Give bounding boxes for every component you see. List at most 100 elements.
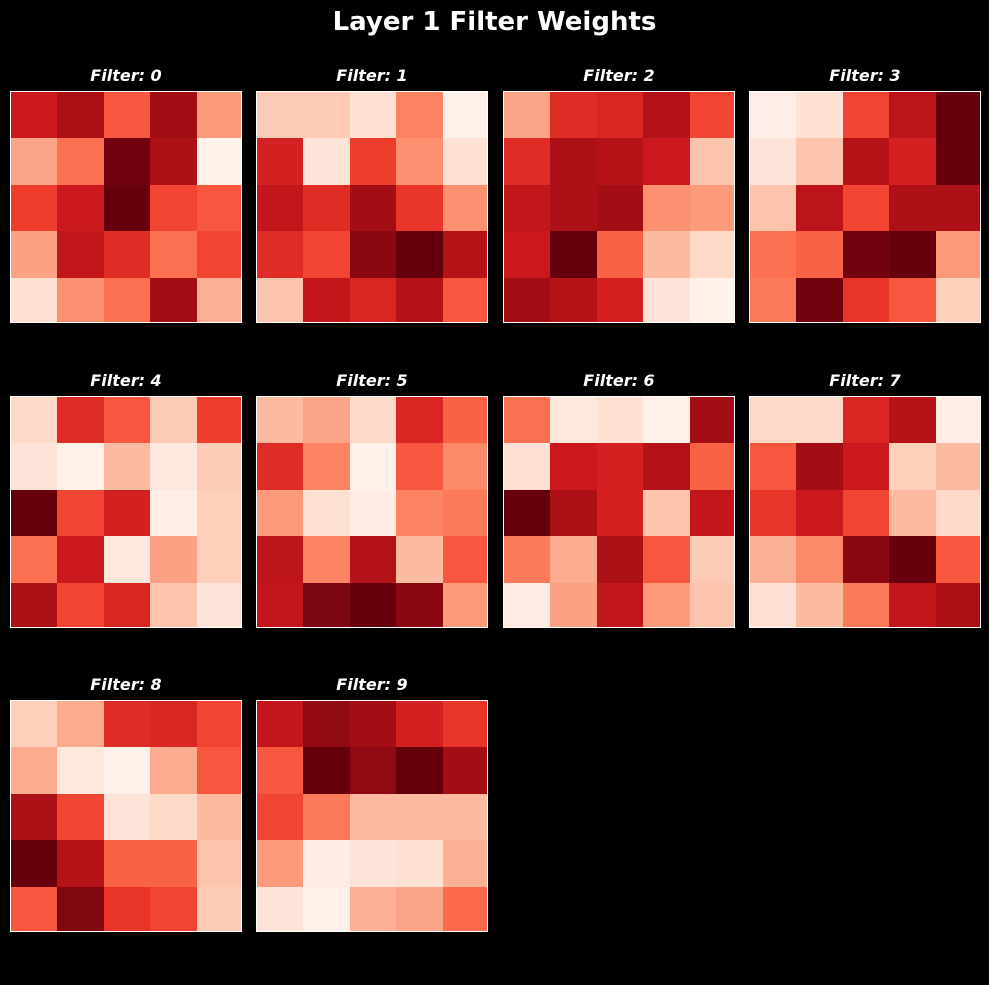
heatmap-cell [257,793,304,841]
heatmap-cell [257,701,304,748]
heatmap-panel [749,91,981,323]
heatmap-cell [396,184,444,232]
heatmap-cell [257,840,304,888]
heatmap-cell [196,184,241,232]
heatmap-cell [349,886,397,931]
heatmap-cell [103,489,151,537]
heatmap-cell [57,277,105,322]
heatmap-cell [643,443,691,491]
heatmap-cell [643,277,691,322]
heatmap-cell [842,443,890,491]
heatmap-cell [11,701,58,748]
panel-title: Filter: 6 [583,371,655,390]
heatmap-cell [889,138,937,186]
heatmap-cell [842,536,890,584]
heatmap-cell [442,443,487,491]
heatmap-cell [396,886,444,931]
heatmap-cell [303,231,351,279]
heatmap-cell [303,840,351,888]
heatmap-cell [57,886,105,931]
heatmap-cell [796,138,844,186]
panel-title: Filter: 2 [583,66,655,85]
heatmap-cell [842,582,890,627]
heatmap-cell [150,138,198,186]
heatmap-cell [103,231,151,279]
heatmap-cell [349,277,397,322]
heatmap-panel [503,91,735,323]
heatmap-cell [442,701,487,748]
heatmap-cell [504,582,551,627]
heatmap-cell [842,184,890,232]
panel-title: Filter: 0 [90,66,162,85]
heatmap-cell [11,840,58,888]
heatmap-cell [442,536,487,584]
heatmap-panel [256,396,488,628]
panel-title: Filter: 3 [829,66,901,85]
heatmap-cell [303,536,351,584]
heatmap-cell [889,489,937,537]
heatmap-cell [349,701,397,748]
heatmap-cell [596,184,644,232]
heatmap-cell [596,582,644,627]
heatmap-cell [150,536,198,584]
heatmap-cell [150,701,198,748]
heatmap-cell [150,443,198,491]
heatmap-cell [349,536,397,584]
heatmap-cell [889,397,937,444]
heatmap-cell [689,92,734,139]
heatmap-cell [11,443,58,491]
heatmap-cell [349,582,397,627]
heatmap-cell [349,184,397,232]
heatmap-cell [11,397,58,444]
heatmap-panel [10,700,242,932]
heatmap-cell [57,840,105,888]
heatmap-cell [889,443,937,491]
heatmap-cell [349,489,397,537]
heatmap-cell [196,747,241,795]
heatmap-cell [935,184,980,232]
heatmap-cell [57,747,105,795]
heatmap-cell [257,489,304,537]
heatmap-cell [689,231,734,279]
heatmap-cell [196,138,241,186]
heatmap-cell [842,92,890,139]
heatmap-cell [11,793,58,841]
heatmap-cell [596,92,644,139]
figure-title: Layer 1 Filter Weights [332,7,657,37]
heatmap-cell [643,582,691,627]
heatmap-cell [57,184,105,232]
heatmap-cell [103,840,151,888]
heatmap-cell [596,536,644,584]
heatmap-cell [396,92,444,139]
heatmap-cell [550,184,598,232]
heatmap-cell [196,840,241,888]
heatmap-cell [550,231,598,279]
heatmap-cell [150,92,198,139]
heatmap-cell [796,92,844,139]
heatmap-cell [889,184,937,232]
heatmap-cell [935,489,980,537]
heatmap-cell [596,397,644,444]
heatmap-cell [550,277,598,322]
heatmap-panel [10,91,242,323]
heatmap-cell [257,397,304,444]
heatmap-cell [303,582,351,627]
heatmap-cell [935,92,980,139]
heatmap-cell [504,231,551,279]
heatmap-cell [303,184,351,232]
heatmap-cell [750,138,797,186]
heatmap-cell [303,793,351,841]
heatmap-cell [349,443,397,491]
heatmap-cell [103,582,151,627]
heatmap-cell [57,582,105,627]
heatmap-cell [349,397,397,444]
heatmap-cell [196,536,241,584]
heatmap-cell [504,184,551,232]
heatmap-cell [57,443,105,491]
heatmap-cell [643,184,691,232]
heatmap-cell [796,277,844,322]
heatmap-cell [935,138,980,186]
heatmap-cell [750,536,797,584]
heatmap-cell [643,397,691,444]
heatmap-cell [257,582,304,627]
